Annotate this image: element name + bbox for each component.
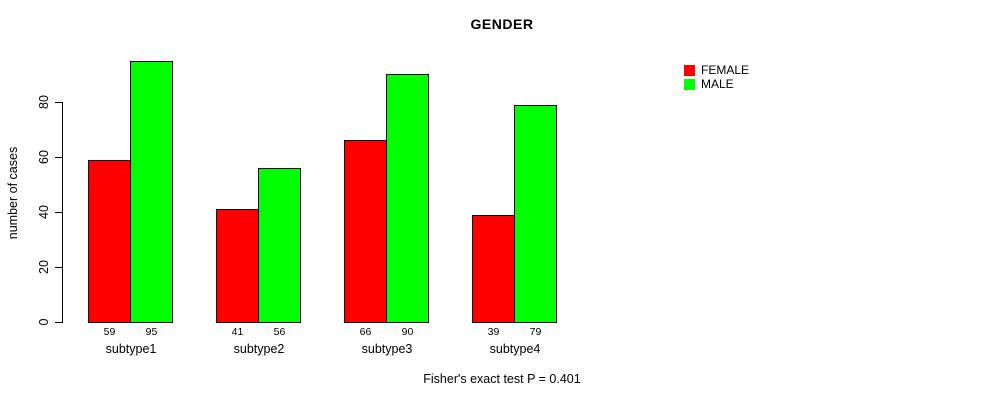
y-tick-mark [55, 212, 62, 213]
bar-male-subtype4 [514, 105, 557, 323]
female-swatch-icon [684, 65, 695, 76]
bar-male-subtype1 [130, 61, 173, 323]
legend-item-male: MALE [684, 77, 749, 91]
stat-annotation: Fisher's exact test P = 0.401 [423, 372, 581, 386]
y-tick-mark [55, 322, 62, 323]
bar-value-label: 79 [529, 326, 542, 338]
y-axis-line [62, 102, 63, 323]
y-tick-mark [55, 157, 62, 158]
legend-item-female: FEMALE [684, 63, 750, 77]
bar-value-label: 95 [145, 326, 158, 338]
bar-value-label: 59 [103, 326, 116, 338]
bar-male-subtype2 [258, 168, 301, 323]
y-tick-label: 0 [37, 318, 51, 326]
y-tick-label: 20 [37, 260, 51, 274]
bar-female-subtype4 [472, 215, 515, 323]
legend: FEMALE MALE [684, 63, 750, 93]
bar-value-label: 39 [487, 326, 500, 338]
x-tick-label-subtype4: subtype4 [489, 342, 541, 356]
y-tick-label: 80 [37, 95, 51, 109]
bar-value-label: 56 [273, 326, 286, 338]
legend-label: FEMALE [701, 63, 750, 77]
bar-female-subtype2 [216, 209, 259, 323]
y-axis-label: number of cases [6, 146, 20, 240]
x-tick-label-subtype1: subtype1 [105, 342, 157, 356]
y-tick-label: 40 [37, 205, 51, 219]
bar-male-subtype3 [386, 74, 429, 323]
chart-title: GENDER [470, 16, 534, 32]
legend-label: MALE [701, 77, 734, 91]
bar-female-subtype3 [344, 140, 387, 323]
x-tick-label-subtype3: subtype3 [361, 342, 413, 356]
y-tick-mark [55, 102, 62, 103]
bar-value-label: 41 [231, 326, 244, 338]
male-swatch-icon [684, 79, 695, 90]
x-tick-label-subtype2: subtype2 [233, 342, 285, 356]
y-tick-label: 60 [37, 150, 51, 164]
bar-value-label: 90 [401, 326, 414, 338]
bar-female-subtype1 [88, 160, 131, 323]
y-tick-mark [55, 267, 62, 268]
bar-value-label: 66 [359, 326, 372, 338]
